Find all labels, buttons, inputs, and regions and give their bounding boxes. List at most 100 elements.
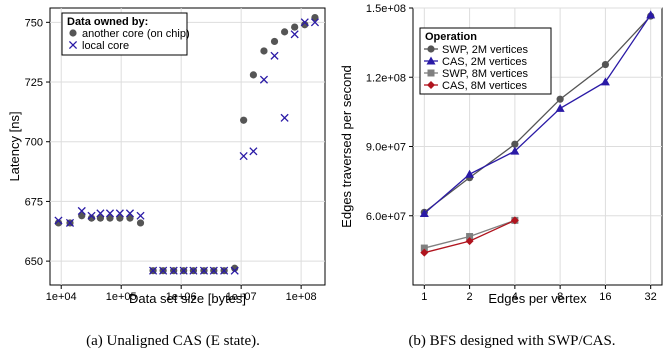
point-a-1 bbox=[54, 219, 63, 227]
point-b-2 bbox=[555, 103, 565, 112]
point-b-2 bbox=[600, 77, 610, 86]
point-a-1 bbox=[280, 28, 289, 36]
series-line-b-1 bbox=[423, 15, 652, 213]
point-b-4 bbox=[465, 237, 474, 246]
point-a-2 bbox=[179, 266, 188, 275]
xtick-label-a: 1e+06 bbox=[166, 291, 197, 303]
point-b-2 bbox=[419, 208, 429, 217]
chart-b: 6.0e+07 9.0e+07 1.2e+08 1.5e+08 1 2 4 8 16 32 Edge… bbox=[339, 3, 663, 349]
ytick-label-b: 1.5e+08 bbox=[366, 3, 406, 15]
point-a-2 bbox=[270, 51, 279, 60]
xtick-label-b: 2 bbox=[467, 291, 473, 303]
ytick-label-a: 675 bbox=[25, 196, 43, 208]
legend-marker-a-2 bbox=[68, 40, 78, 50]
point-b-1 bbox=[601, 60, 610, 69]
point-a-1 bbox=[270, 37, 279, 46]
point-a-2 bbox=[239, 151, 248, 161]
legend-label-b-1: SWP, 2M vertices bbox=[442, 44, 528, 56]
point-a-1 bbox=[311, 13, 319, 22]
xtick-label-b: 16 bbox=[599, 291, 611, 303]
point-b-3 bbox=[466, 233, 474, 241]
point-a-2 bbox=[169, 266, 178, 275]
point-a-1 bbox=[87, 214, 96, 222]
chart-a: 650 675 700 725 750 1e+04 1e+05 1e+06 1e+07 1e+08… bbox=[7, 7, 326, 349]
legend-marker-a-1 bbox=[69, 29, 77, 37]
caption-a: (a) Unaligned CAS (E state). bbox=[86, 333, 260, 349]
legend-title-a: Data owned by: bbox=[67, 16, 148, 28]
point-a-1 bbox=[136, 219, 145, 227]
ytick-label-a: 700 bbox=[25, 137, 43, 149]
xtick-label-a: 1e+07 bbox=[226, 291, 257, 303]
ytick-label-a: 750 bbox=[25, 17, 43, 29]
point-a-1 bbox=[260, 47, 268, 55]
legend-label-b-3: SWP, 8M vertices bbox=[442, 68, 528, 80]
point-a-2 bbox=[280, 113, 289, 122]
point-a-2 bbox=[199, 266, 209, 275]
xtick-label-a: 1e+08 bbox=[286, 291, 317, 303]
legend-a: Data owned by:another core (on chip)loca… bbox=[61, 12, 190, 56]
point-a-1 bbox=[106, 214, 114, 222]
point-a-2 bbox=[77, 206, 86, 216]
legend-label-a-1: another core (on chip) bbox=[82, 28, 190, 40]
point-a-2 bbox=[249, 147, 258, 156]
point-a-1 bbox=[240, 116, 248, 124]
point-a-2 bbox=[149, 266, 158, 275]
point-a-2 bbox=[230, 266, 239, 275]
point-a-2 bbox=[259, 75, 269, 84]
legend-box-a bbox=[61, 12, 188, 56]
series-line-b-2 bbox=[423, 14, 652, 214]
xlabel-b: Edges per vertex bbox=[488, 291, 587, 306]
ylabel-b: Edges traversed per second bbox=[339, 65, 354, 228]
point-b-2 bbox=[510, 146, 520, 155]
point-a-1 bbox=[301, 21, 309, 29]
xtick-label-a: 1e+05 bbox=[106, 291, 137, 303]
ytick-label-b: 1.2e+08 bbox=[366, 72, 406, 84]
legend-label-b-2: CAS, 2M vertices bbox=[442, 56, 527, 68]
point-b-2 bbox=[465, 169, 475, 178]
ylabel-a: Latency [ns] bbox=[7, 111, 22, 181]
point-a-2 bbox=[290, 30, 299, 39]
xtick-label-b: 1 bbox=[421, 291, 427, 303]
point-a-2 bbox=[115, 209, 124, 218]
xlabel-a: Data set size [bytes] bbox=[129, 291, 246, 306]
xtick-label-b: 4 bbox=[512, 291, 518, 303]
legend-marker-b-1 bbox=[427, 45, 435, 53]
point-a-2 bbox=[209, 266, 218, 275]
point-a-2 bbox=[54, 216, 63, 225]
point-a-2 bbox=[300, 18, 309, 27]
point-b-4 bbox=[510, 216, 519, 225]
legend-marker-b-3 bbox=[427, 69, 435, 77]
point-a-1 bbox=[78, 212, 86, 220]
point-a-1 bbox=[126, 214, 134, 222]
point-a-1 bbox=[291, 23, 299, 31]
point-a-1 bbox=[116, 214, 124, 222]
point-b-1 bbox=[556, 95, 564, 103]
legend-label-a-2: local core bbox=[82, 40, 129, 52]
point-a-2 bbox=[105, 209, 115, 218]
ytick-label-a: 725 bbox=[25, 77, 43, 89]
legend-marker-b-2 bbox=[426, 56, 436, 65]
series-b-2 bbox=[419, 10, 656, 217]
point-a-2 bbox=[136, 211, 145, 220]
point-a-2 bbox=[310, 18, 320, 27]
series-a-2 bbox=[54, 18, 320, 275]
caption-b: (b) BFS designed with SWP/CAS. bbox=[408, 333, 615, 349]
ytick-label-b: 6.0e+07 bbox=[366, 211, 406, 223]
legend-title-b: Operation bbox=[425, 31, 477, 43]
point-a-1 bbox=[96, 214, 104, 222]
point-b-2 bbox=[646, 10, 656, 19]
point-b-4 bbox=[420, 248, 429, 257]
point-a-2 bbox=[189, 266, 198, 275]
legend-marker-b-4 bbox=[427, 81, 435, 89]
xtick-label-b: 32 bbox=[645, 291, 657, 303]
xtick-label-b: 8 bbox=[557, 291, 563, 303]
point-a-1 bbox=[231, 264, 239, 272]
ytick-label-a: 650 bbox=[25, 256, 43, 268]
series-b-4 bbox=[420, 216, 519, 257]
point-a-2 bbox=[96, 209, 105, 218]
point-a-2 bbox=[87, 211, 96, 220]
legend-box-b bbox=[419, 27, 552, 95]
point-b-1 bbox=[511, 140, 519, 148]
